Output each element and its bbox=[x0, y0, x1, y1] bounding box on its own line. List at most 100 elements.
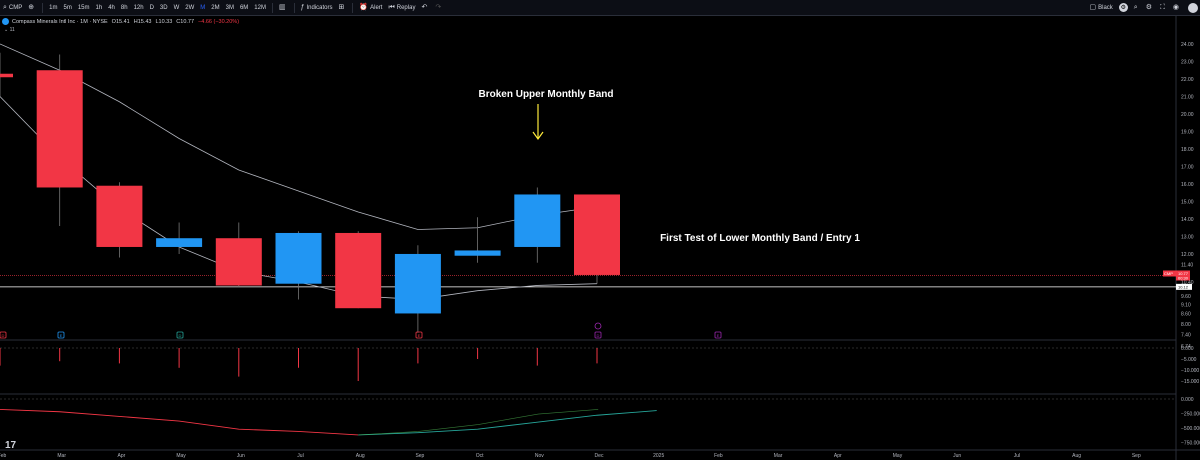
timeframe-5m[interactable]: 5m bbox=[63, 4, 72, 11]
compare-button[interactable]: ⊕ bbox=[25, 0, 39, 16]
indicator-legend[interactable]: ⌄ 11 bbox=[4, 27, 15, 33]
event-marker-label: D bbox=[2, 333, 5, 338]
last-price-value: 10.77 bbox=[1178, 271, 1189, 276]
time-tick-label: May bbox=[176, 453, 186, 459]
redo-icon: ↷ bbox=[435, 4, 442, 11]
settings-button[interactable]: ⚙ bbox=[1143, 0, 1157, 16]
search-icon: ⌕ bbox=[3, 4, 7, 11]
band-price-badge bbox=[1176, 283, 1192, 290]
symbol-search[interactable]: ⌕ CMP bbox=[0, 0, 25, 16]
price-tick-label: 14.00 bbox=[1181, 217, 1194, 223]
grid-icon: ⊞ bbox=[338, 4, 345, 11]
timeframe-3d[interactable]: 3D bbox=[159, 4, 168, 11]
price-tick-label: 9.10 bbox=[1181, 303, 1191, 309]
legend-close: C10.77 bbox=[176, 18, 195, 25]
candle-body bbox=[215, 238, 262, 286]
indicators-icon: ƒ bbox=[300, 4, 305, 11]
theme-label: Black bbox=[1098, 4, 1113, 11]
divider bbox=[271, 2, 273, 13]
event-marker bbox=[57, 331, 65, 339]
oscillator-red-line bbox=[0, 408, 359, 436]
plus-circle-icon: ⊕ bbox=[28, 4, 35, 11]
timeframe-3m[interactable]: 3M bbox=[225, 4, 234, 11]
time-tick-label: Jun bbox=[237, 453, 245, 459]
time-tick-label: Sep bbox=[1132, 453, 1141, 459]
timeframe-w[interactable]: W bbox=[173, 4, 180, 11]
candle-body bbox=[574, 194, 620, 275]
chart-type-button[interactable]: ▥ bbox=[276, 0, 291, 16]
timeframe-2w[interactable]: 2W bbox=[185, 4, 195, 11]
time-tick-label: Feb bbox=[714, 453, 723, 459]
snapshot-button[interactable]: ◉ bbox=[1170, 0, 1184, 16]
alert-button[interactable]: ⏰ Alert bbox=[356, 0, 385, 16]
settings-icon[interactable]: ⚙ bbox=[1118, 3, 1128, 12]
fullscreen-button[interactable]: ⛶ bbox=[1157, 0, 1170, 16]
timeframe-15m[interactable]: 15m bbox=[77, 4, 90, 11]
price-tick-label: 17.00 bbox=[1181, 164, 1194, 170]
hist-tick-label: −15.000 bbox=[1181, 379, 1199, 385]
price-tick-label: 13.00 bbox=[1181, 234, 1194, 240]
event-marker-label: D bbox=[179, 333, 182, 338]
legend-open: O15.41 bbox=[111, 18, 130, 25]
price-tick-label: 12.00 bbox=[1181, 252, 1194, 258]
time-tick-label: 2025 bbox=[653, 453, 664, 459]
toolbar-right: ▢ Black ⚙ ⌕ ⚙ ⛶ ◉ bbox=[1086, 0, 1200, 16]
last-price-symbol: CMP bbox=[1164, 271, 1173, 276]
candle-body bbox=[156, 238, 203, 247]
quick-search-button[interactable]: ⌕ bbox=[1131, 0, 1143, 16]
legend-high: H15.43 bbox=[133, 18, 152, 25]
event-marker-label: D bbox=[597, 333, 600, 338]
square-icon: ▢ bbox=[1089, 4, 1097, 11]
avatar[interactable] bbox=[1188, 2, 1198, 13]
camera-icon: ◉ bbox=[1172, 4, 1179, 11]
time-tick-label: Apr bbox=[834, 453, 842, 459]
candle-body bbox=[454, 250, 501, 256]
layout-button[interactable]: ⊞ bbox=[336, 0, 350, 16]
chart-canvas[interactable]: Broken Upper Monthly Band First Test of L… bbox=[0, 16, 1200, 460]
timeframe-1m[interactable]: 1m bbox=[49, 4, 58, 11]
candle-body bbox=[96, 185, 143, 247]
symbol-label: CMP bbox=[8, 4, 23, 11]
timeframe-d[interactable]: D bbox=[149, 4, 154, 11]
timeframe-12m[interactable]: 12M bbox=[254, 4, 266, 11]
replay-button[interactable]: ⏮ Replay bbox=[385, 0, 418, 16]
time-tick-label: Mar bbox=[57, 453, 66, 459]
timeframe-1h[interactable]: 1h bbox=[95, 4, 103, 11]
oscillator-green-signal bbox=[358, 409, 599, 436]
osc-tick-label: −250.000 bbox=[1181, 412, 1200, 418]
time-tick-label: Jun bbox=[953, 453, 961, 459]
price-tick-label: 24.00 bbox=[1181, 42, 1194, 48]
legend-low: L10.33 bbox=[155, 18, 173, 25]
upper-band-line bbox=[0, 43, 598, 230]
arrow-head bbox=[532, 131, 544, 141]
timeframe-2m[interactable]: 2M bbox=[211, 4, 220, 11]
candle-body bbox=[335, 232, 382, 309]
osc-tick-label: 0.000 bbox=[1181, 397, 1194, 403]
time-tick-label: Dec bbox=[595, 453, 604, 459]
timeframe-6m[interactable]: 6M bbox=[239, 4, 249, 11]
alert-label: Alert bbox=[370, 4, 383, 11]
gear-icon: ⚙ bbox=[1145, 4, 1152, 11]
event-marker bbox=[415, 331, 423, 339]
candle-body bbox=[514, 194, 561, 247]
time-tick-label: Feb bbox=[0, 453, 7, 459]
indicators-button[interactable]: ƒ Indicators bbox=[298, 0, 336, 16]
timeframe-4h[interactable]: 4h bbox=[108, 4, 115, 11]
indicators-label: Indicators bbox=[306, 4, 333, 11]
price-tick-label: 7.40 bbox=[1181, 332, 1191, 338]
timeframe-8h[interactable]: 8h bbox=[120, 4, 128, 11]
osc-tick-label: −500.000 bbox=[1181, 426, 1200, 432]
timeframe-12h[interactable]: 12h bbox=[133, 4, 144, 11]
candle-body bbox=[394, 253, 441, 314]
oscillator-green-line bbox=[358, 410, 657, 436]
layout-select[interactable]: ▢ Black bbox=[1086, 0, 1115, 16]
candles-icon: ▥ bbox=[278, 4, 286, 11]
last-price-badge bbox=[1163, 270, 1177, 277]
redo-button[interactable]: ↷ bbox=[432, 0, 446, 16]
divider bbox=[352, 2, 354, 13]
candle-body bbox=[36, 70, 83, 188]
undo-button[interactable]: ↶ bbox=[418, 0, 432, 16]
timeframe-m[interactable]: M bbox=[200, 4, 206, 11]
price-tick-label: 21.00 bbox=[1181, 94, 1194, 100]
timeframe-group: 1m 5m 15m 1h 4h 8h 12h D 3D W 2W M 2M 3M 6M 12M bbox=[46, 0, 269, 16]
